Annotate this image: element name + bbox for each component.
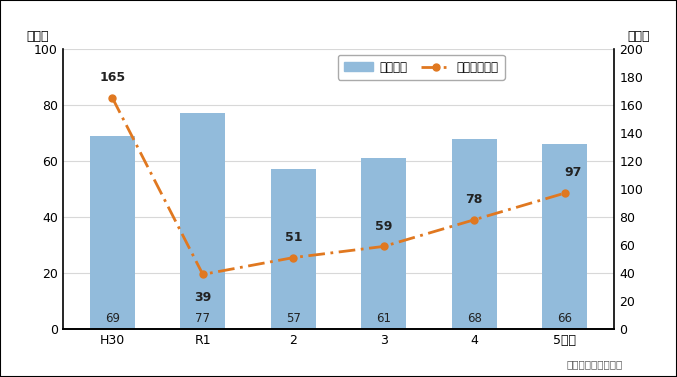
Bar [452,138,497,329]
Text: 68: 68 [466,312,481,325]
Bar [90,136,135,329]
Text: 97: 97 [565,166,582,179]
Text: 資料：住環境課作成: 資料：住環境課作成 [567,359,623,369]
Text: 69: 69 [105,312,120,325]
Text: 39: 39 [194,291,211,304]
Text: 57: 57 [286,312,301,325]
Bar [542,144,587,329]
Text: 59: 59 [375,219,393,233]
Bar [361,158,406,329]
Text: （回）: （回） [628,30,650,43]
Bar [271,169,316,329]
Text: 51: 51 [284,231,302,244]
Text: 77: 77 [196,312,211,325]
Text: （件）: （件） [27,30,49,43]
Text: 66: 66 [557,312,572,325]
Text: 78: 78 [466,193,483,206]
Text: 165: 165 [100,71,125,84]
Text: 61: 61 [376,312,391,325]
Bar [180,113,225,329]
Legend: 相談件数, 現地調査件数: 相談件数, 現地調査件数 [338,55,504,80]
